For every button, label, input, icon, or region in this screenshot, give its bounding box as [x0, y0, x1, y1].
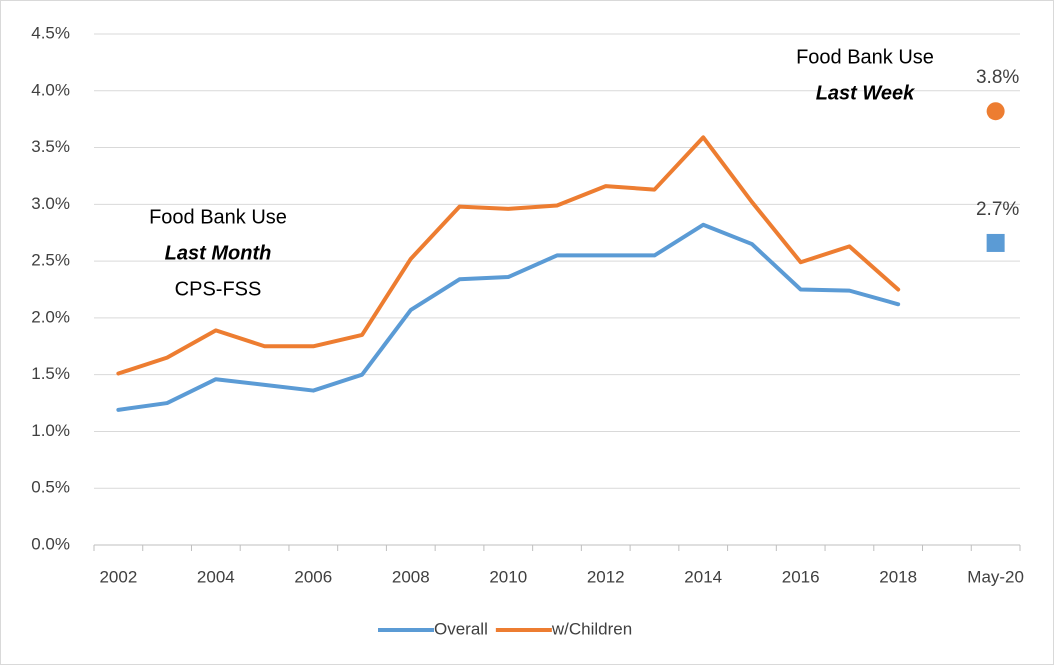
legend-label: Overall — [434, 619, 488, 638]
annotation: Last Month — [165, 242, 272, 264]
annotation: Food Bank Use — [796, 46, 934, 68]
x-tick-label: 2018 — [879, 567, 917, 586]
marker — [986, 233, 1005, 252]
y-tick-label: 3.5% — [31, 137, 70, 156]
legend-label: w/Children — [551, 619, 632, 638]
y-tick-label: 1.0% — [31, 421, 70, 440]
x-tick-label: 2008 — [392, 567, 430, 586]
x-tick-label: 2014 — [684, 567, 722, 586]
annotation: Food Bank Use — [149, 206, 287, 228]
x-tick-label: 2012 — [587, 567, 625, 586]
x-tick-label: May-20 — [967, 567, 1024, 586]
y-tick-label: 0.0% — [31, 534, 70, 553]
y-tick-label: 0.5% — [31, 478, 70, 497]
marker — [986, 102, 1005, 121]
annotation: Last Week — [816, 82, 915, 104]
y-tick-label: 2.5% — [31, 251, 70, 270]
y-tick-label: 1.5% — [31, 364, 70, 383]
annotation: CPS-FSS — [175, 278, 262, 300]
data-label: 3.8% — [976, 67, 1019, 88]
y-tick-label: 2.0% — [31, 307, 70, 326]
y-tick-label: 4.5% — [31, 23, 70, 42]
series-line — [116, 135, 901, 376]
x-tick-label: 2002 — [99, 567, 137, 586]
y-tick-label: 4.0% — [31, 80, 70, 99]
x-tick-label: 2010 — [489, 567, 527, 586]
x-tick-label: 2016 — [782, 567, 820, 586]
series-line — [116, 222, 901, 412]
y-tick-label: 3.0% — [31, 194, 70, 213]
x-tick-label: 2004 — [197, 567, 235, 586]
data-label: 2.7% — [976, 199, 1019, 220]
x-tick-label: 2006 — [294, 567, 332, 586]
